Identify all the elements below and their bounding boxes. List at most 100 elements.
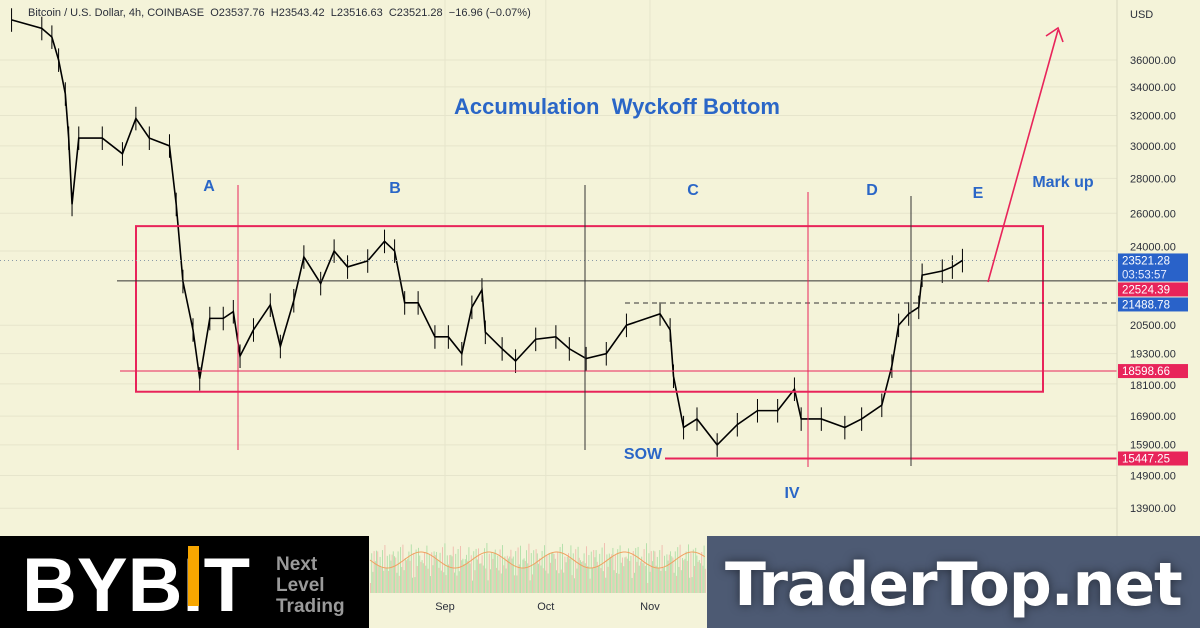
volume-bar: [704, 568, 706, 593]
volume-bar: [574, 578, 575, 593]
volume-bar: [392, 551, 394, 593]
volume-bar: [400, 547, 401, 593]
volume-bar: [468, 547, 470, 593]
volume-bar: [514, 575, 515, 593]
price-tick: 15900.00: [1130, 440, 1176, 452]
volume-bar: [521, 567, 523, 593]
volume-bar: [506, 555, 508, 593]
volume-bar: [412, 577, 413, 593]
volume-bar: [670, 551, 671, 593]
phase-c-label: C: [687, 182, 699, 199]
volume-bar: [594, 557, 596, 593]
volume-bar: [418, 547, 419, 593]
volume-bar: [546, 555, 548, 593]
volume-bar: [702, 565, 704, 593]
volume-bar: [547, 573, 549, 593]
volume-bar: [526, 550, 527, 593]
volume-bar: [558, 573, 560, 593]
volume-bar: [617, 549, 619, 593]
volume-bar: [595, 550, 597, 593]
volume-bar: [588, 555, 590, 593]
volume-bar: [692, 549, 694, 593]
volume-bar: [613, 570, 615, 593]
volume-bar: [402, 544, 404, 593]
price-line: [11, 19, 963, 447]
chart-title: Accumulation Wyckoff Bottom: [454, 94, 780, 119]
volume-bar: [677, 547, 679, 593]
volume-bar: [424, 552, 425, 593]
bybit-logo: BYBIT: [22, 543, 250, 628]
volume-bar: [430, 576, 431, 593]
volume-bar: [432, 565, 434, 593]
volume-bar: [638, 565, 640, 593]
volume-bar: [488, 553, 490, 593]
volume-bar: [510, 549, 512, 593]
volume-bar: [551, 552, 553, 593]
volume-bar: [527, 563, 529, 593]
price-label-text: 22524.39: [1122, 284, 1170, 296]
volume-bar: [563, 572, 565, 593]
volume-bar: [457, 549, 459, 593]
volume-bar: [698, 560, 700, 593]
volume-bar: [647, 582, 649, 593]
volume-bar: [584, 563, 586, 593]
volume-bar: [672, 557, 674, 593]
volume-bar: [636, 561, 638, 593]
volume-bar: [644, 565, 646, 593]
volume-bar: [499, 549, 501, 593]
price-tick: 14900.00: [1130, 470, 1176, 482]
volume-bar: [683, 560, 685, 593]
volume-bar: [667, 560, 669, 593]
tagline-line: Level: [276, 575, 325, 596]
volume-bar: [570, 545, 572, 593]
volume-bar: [416, 566, 418, 593]
symbol-name[interactable]: Bitcoin / U.S. Dollar, 4h, COINBASE: [28, 7, 205, 19]
ohlc-change: −16.96 (−0.07%): [448, 7, 531, 19]
bybit-watermark: BYBIT Next Level Trading: [0, 536, 369, 628]
price-axis[interactable]: 36000.00 34000.00 32000.00 30000.00 28000.00…: [1130, 55, 1176, 515]
volume-bar: [407, 558, 409, 593]
mark-up-label: Mark up: [1032, 174, 1094, 191]
volume-bar: [659, 550, 661, 593]
volume-bar: [634, 572, 635, 593]
volume-bar: [456, 575, 458, 593]
volume-bar: [691, 577, 693, 593]
volume-bar: [474, 570, 476, 593]
volume-bar: [434, 555, 436, 593]
volume-bar: [623, 566, 625, 593]
volume-bar: [581, 561, 583, 593]
volume-bar: [481, 555, 483, 593]
volume-bar: [433, 551, 435, 593]
volume-bar: [440, 570, 442, 593]
volume-bar: [422, 563, 424, 593]
volume-bar: [475, 548, 477, 593]
volume-bar: [473, 551, 475, 593]
volume-bar: [380, 567, 382, 593]
currency-label: USD: [1130, 9, 1153, 21]
volume-bar: [606, 554, 608, 593]
volume-bar: [632, 551, 634, 593]
volume-bar: [637, 546, 639, 593]
volume-bar: [660, 570, 662, 593]
volume-bar: [624, 557, 626, 593]
volume-bar: [467, 560, 469, 593]
volume-bar: [458, 571, 460, 593]
ohlc-low: L23516.63: [330, 7, 383, 19]
price-label: [1118, 282, 1188, 297]
volume-bar: [413, 553, 415, 593]
time-axis[interactable]: Sep Oct Nov: [435, 601, 660, 613]
volume-bar: [494, 549, 496, 593]
price-label: [1118, 451, 1188, 466]
volume-bar: [674, 551, 676, 593]
volume-bar: [528, 543, 530, 593]
price-tick: 26000.00: [1130, 208, 1176, 220]
volume-bar: [564, 556, 566, 593]
volume-bar: [612, 547, 614, 593]
volume-bar: [602, 571, 604, 593]
volume-bar: [404, 557, 406, 593]
volume-bar: [389, 554, 391, 593]
volume-bar: [630, 555, 632, 593]
volume-bar: [642, 563, 644, 593]
volume-bar: [622, 557, 623, 593]
